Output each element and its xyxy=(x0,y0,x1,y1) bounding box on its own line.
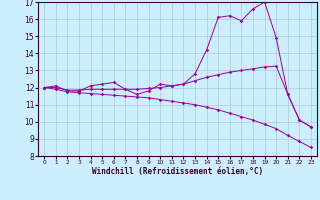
X-axis label: Windchill (Refroidissement éolien,°C): Windchill (Refroidissement éolien,°C) xyxy=(92,167,263,176)
